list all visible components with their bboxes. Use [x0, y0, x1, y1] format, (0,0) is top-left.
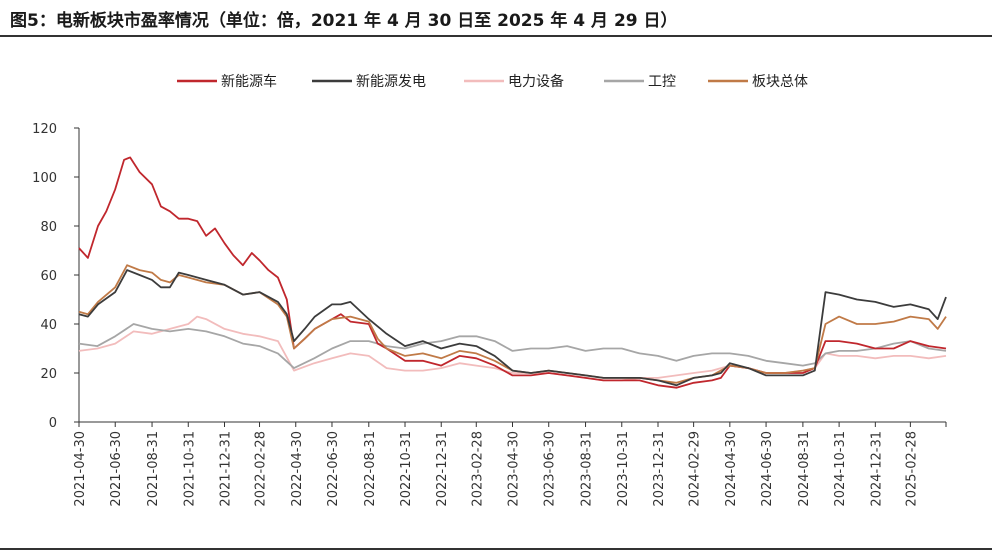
series-line-0: [78, 156, 947, 389]
legend-label-1: 新能源发电: [356, 74, 426, 90]
x-tick-label: 2022-10-31: [399, 431, 414, 507]
x-tick-label: 2022-12-31: [435, 431, 450, 507]
y-tick-label: 120: [32, 122, 57, 137]
x-tick-label: 2023-02-28: [470, 431, 485, 507]
x-tick-label: 2022-04-30: [290, 431, 305, 507]
x-axis: 2021-04-30 2021-06-30 2021-08-31 2021-10-31…: [73, 421, 947, 507]
series-line-1: [78, 269, 947, 387]
y-tick-label: 0: [49, 416, 57, 431]
x-tick-label: 2024-04-30: [724, 431, 739, 507]
y-tick-label: 20: [40, 367, 57, 382]
top-rule: [0, 35, 992, 37]
x-tick-label: 2023-10-31: [616, 431, 631, 507]
x-tick-label: 2021-08-31: [146, 431, 161, 507]
legend-label-3: 工控: [648, 74, 676, 90]
legend-label-0: 新能源车: [221, 73, 277, 90]
x-tick-label: 2023-04-30: [507, 431, 522, 507]
series-lines: [78, 156, 947, 389]
x-tick-label: 2021-04-30: [73, 431, 88, 507]
x-tick-label: 2021-06-30: [109, 431, 124, 507]
chart-title: 图5：电新板块市盈率情况（单位：倍，2021 年 4 月 30 日至 2025 …: [10, 11, 678, 31]
legend-label-4: 板块总体: [752, 74, 808, 90]
y-tick-label: 100: [32, 171, 57, 186]
y-tick-label: 40: [40, 318, 57, 333]
y-axis: 0 20 40 60 80 100 120: [32, 122, 80, 431]
x-tick-label: 2021-12-31: [218, 431, 233, 507]
x-tick-label: 2023-06-30: [543, 431, 558, 507]
x-tick-label: 2025-02-28: [904, 431, 919, 507]
x-tick-label: 2022-02-28: [254, 431, 269, 507]
legend: 新能源车 新能源发电 电力设备 工控 板块总体: [177, 73, 808, 90]
x-tick-label: 2022-06-30: [326, 431, 341, 507]
series-line-3: [78, 323, 947, 370]
x-tick-label: 2024-10-31: [833, 431, 848, 507]
legend-label-2: 电力设备: [508, 73, 564, 90]
x-tick-label: 2021-10-31: [182, 431, 197, 507]
y-tick-label: 80: [40, 220, 57, 235]
x-tick-label: 2024-12-31: [869, 431, 884, 507]
x-tick-label: 2023-12-31: [652, 431, 667, 507]
y-tick-label: 60: [40, 269, 57, 284]
x-tick-label: 2024-02-29: [688, 431, 703, 507]
x-tick-label: 2024-08-31: [797, 431, 812, 507]
series-line-4: [78, 264, 947, 384]
x-tick-label: 2024-06-30: [760, 431, 775, 507]
x-tick-label: 2023-08-31: [580, 431, 595, 507]
bottom-rule: [0, 548, 992, 550]
x-tick-label: 2022-08-31: [363, 431, 378, 507]
